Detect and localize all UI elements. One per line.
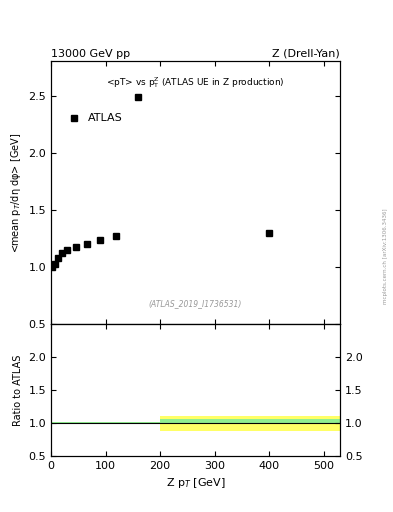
ATLAS	[50, 264, 55, 270]
Text: mcplots.cern.ch [arXiv:1306.3436]: mcplots.cern.ch [arXiv:1306.3436]	[383, 208, 387, 304]
ATLAS	[53, 261, 57, 267]
Y-axis label: Ratio to ATLAS: Ratio to ATLAS	[13, 354, 23, 425]
X-axis label: Z p$_T$ [GeV]: Z p$_T$ [GeV]	[165, 476, 226, 490]
ATLAS	[65, 247, 70, 253]
ATLAS	[60, 250, 64, 257]
ATLAS	[84, 241, 89, 247]
ATLAS	[56, 255, 61, 261]
Line: ATLAS: ATLAS	[50, 94, 272, 270]
ATLAS	[98, 237, 103, 243]
Text: (ATLAS_2019_I1736531): (ATLAS_2019_I1736531)	[149, 300, 242, 309]
Text: Z (Drell-Yan): Z (Drell-Yan)	[272, 49, 340, 59]
ATLAS	[136, 94, 141, 100]
Y-axis label: <mean p$_T$/dη dφ> [GeV]: <mean p$_T$/dη dφ> [GeV]	[9, 133, 23, 253]
Text: <pT> vs $\mathrm{p_T^Z}$ (ATLAS UE in Z production): <pT> vs $\mathrm{p_T^Z}$ (ATLAS UE in Z …	[106, 75, 285, 90]
Legend: ATLAS: ATLAS	[65, 109, 127, 128]
ATLAS	[73, 244, 78, 250]
ATLAS	[267, 230, 272, 236]
Text: 13000 GeV pp: 13000 GeV pp	[51, 49, 130, 59]
ATLAS	[114, 233, 119, 239]
